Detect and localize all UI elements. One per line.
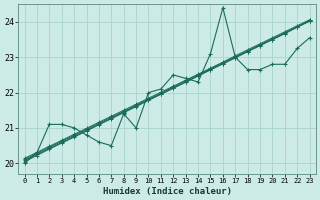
X-axis label: Humidex (Indice chaleur): Humidex (Indice chaleur): [103, 187, 232, 196]
